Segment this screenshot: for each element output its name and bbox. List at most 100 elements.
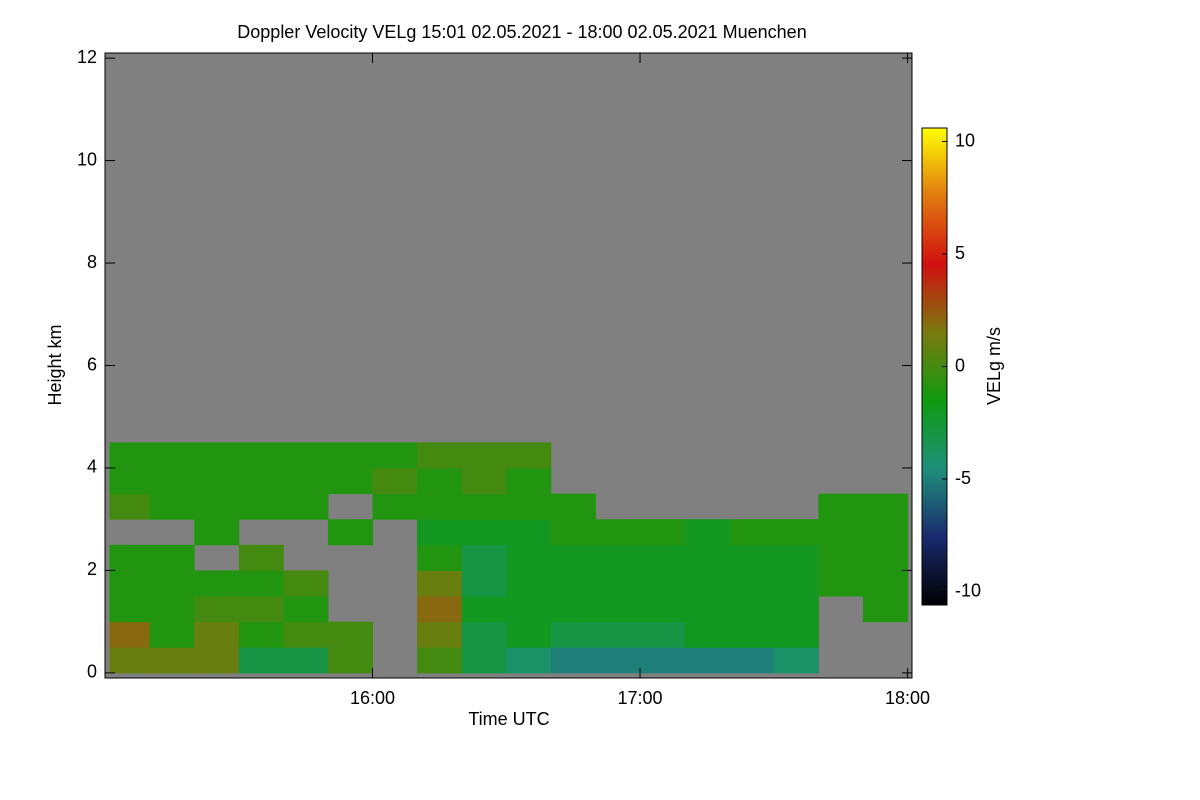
heatmap-cell [109, 544, 151, 571]
heatmap-cell [372, 467, 418, 495]
heatmap-cell [327, 621, 374, 648]
y-tick-label: 2 [87, 559, 97, 579]
heatmap-cell [327, 467, 374, 495]
x-tick-label: 16:00 [350, 688, 395, 708]
heatmap-cell [461, 519, 507, 546]
heatmap-cell [640, 570, 686, 597]
heatmap-cell [149, 570, 195, 597]
heatmap-cell [283, 647, 329, 674]
heatmap-cell [862, 519, 909, 546]
x-tick-label: 18:00 [885, 688, 930, 708]
heatmap-cell [595, 596, 641, 623]
heatmap-cell [372, 442, 418, 469]
heatmap-cell [417, 647, 463, 674]
x-tick-label: 17:00 [618, 688, 663, 708]
heatmap-cell [417, 519, 463, 546]
heatmap-cell [640, 519, 686, 546]
heatmap-cell [149, 621, 195, 648]
y-tick-label: 8 [87, 252, 97, 272]
heatmap-cell [550, 596, 596, 623]
heatmap-cell [506, 519, 552, 546]
heatmap-cell [283, 570, 329, 597]
heatmap-cell [461, 570, 507, 597]
heatmap-cell [327, 442, 374, 469]
y-tick-label: 12 [77, 47, 97, 67]
heatmap-cell [149, 467, 195, 495]
heatmap-cell [550, 544, 596, 571]
heatmap-cell [417, 442, 463, 469]
y-tick-label: 0 [87, 662, 97, 682]
heatmap-cell [550, 570, 596, 597]
heatmap-cell [595, 647, 641, 674]
heatmap-cell [238, 647, 284, 674]
heatmap-cell [283, 467, 329, 495]
colorbar-tick-label: 5 [955, 243, 965, 263]
heatmap-cell [773, 647, 819, 674]
heatmap-cell [506, 467, 552, 495]
heatmap-cell [729, 621, 775, 648]
heatmap-cell [729, 544, 775, 571]
heatmap-cell [862, 493, 909, 520]
heatmap-cell [506, 442, 552, 469]
heatmap-cell [327, 647, 374, 674]
heatmap-cell [862, 544, 909, 571]
x-axis-label: Time UTC [468, 709, 549, 729]
heatmap-cell [640, 544, 686, 571]
heatmap-cell [595, 519, 641, 546]
heatmap-cell [684, 519, 730, 546]
heatmap-cell [818, 519, 864, 546]
heatmap-cell [461, 467, 507, 495]
heatmap-cell [461, 621, 507, 648]
heatmap-cell [773, 621, 819, 648]
heatmap-cell [149, 493, 195, 520]
heatmap-cell [461, 647, 507, 674]
heatmap-cell [109, 467, 151, 495]
heatmap-cell [194, 519, 240, 546]
heatmap-cell [684, 621, 730, 648]
heatmap-cell [506, 621, 552, 648]
heatmap-cell [461, 596, 507, 623]
heatmap-cell [149, 544, 195, 571]
heatmap-cell [595, 544, 641, 571]
heatmap-cell [149, 442, 195, 469]
heatmap-cell [461, 544, 507, 571]
heatmap-cell [194, 596, 240, 623]
heatmap-cell [283, 596, 329, 623]
heatmap-cell [818, 570, 864, 597]
heatmap-cell [729, 647, 775, 674]
heatmap-cell [773, 596, 819, 623]
heatmap-cell [109, 442, 151, 469]
heatmap-cell [550, 621, 596, 648]
heatmap-cell [684, 544, 730, 571]
heatmap-cell [506, 570, 552, 597]
heatmap-cell [109, 570, 151, 597]
heatmap-cell [238, 442, 284, 469]
heatmap-cell [461, 442, 507, 469]
heatmap-cell [550, 519, 596, 546]
heatmap-cell [595, 621, 641, 648]
heatmap-cell [238, 493, 284, 520]
heatmap-cell [729, 570, 775, 597]
heatmap-cell [109, 621, 151, 648]
heatmap-cell [684, 596, 730, 623]
heatmap-cell [194, 493, 240, 520]
heatmap-cell [149, 647, 195, 674]
y-tick-label: 4 [87, 457, 97, 477]
heatmap-cell [417, 493, 463, 520]
heatmap-cell [417, 570, 463, 597]
chart-title: Doppler Velocity VELg 15:01 02.05.2021 -… [237, 22, 806, 42]
heatmap-cell [773, 570, 819, 597]
y-tick-label: 6 [87, 354, 97, 374]
heatmap-cell [238, 621, 284, 648]
heatmap-cell [729, 519, 775, 546]
heatmap-cell [149, 596, 195, 623]
colorbar-tick-label: -10 [955, 580, 981, 600]
colorbar-tick-label: -5 [955, 468, 971, 488]
heatmap-cell [640, 647, 686, 674]
heatmap-cell [194, 647, 240, 674]
colorbar-label: VELg m/s [984, 327, 1004, 405]
heatmap-cell [238, 467, 284, 495]
heatmap-cell [417, 467, 463, 495]
heatmap-cell [506, 647, 552, 674]
